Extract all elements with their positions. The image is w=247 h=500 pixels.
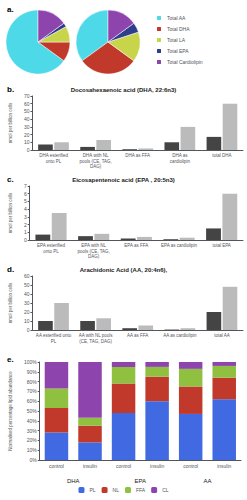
svg-text:AA with NL pools: AA with NL pools [79,333,114,338]
svg-text:70: 70 [24,93,30,99]
svg-text:6: 6 [24,191,27,197]
svg-text:total AA: total AA [214,333,230,338]
svg-text:60: 60 [24,273,30,279]
svg-text:DHA as FFA: DHA as FFA [125,153,150,158]
svg-text:total DHA: total DHA [212,153,231,158]
svg-text:NL: NL [113,487,120,493]
svg-text:Total DHA: Total DHA [167,26,190,32]
svg-text:EPA esterified: EPA esterified [37,243,65,248]
svg-text:4: 4 [24,206,27,212]
svg-text:insulin: insulin [217,463,231,469]
svg-text:50: 50 [24,108,30,114]
svg-text:50%: 50% [27,408,38,414]
svg-text:PL: PL [51,339,57,344]
svg-text:e.: e. [7,355,14,364]
svg-text:AA: AA [203,478,211,484]
svg-text:AA as FFA: AA as FFA [127,333,148,338]
svg-text:onto PL: onto PL [43,249,59,254]
svg-text:40%: 40% [27,418,38,424]
svg-text:cardiolipin: cardiolipin [170,159,191,164]
svg-text:2: 2 [24,222,27,228]
svg-text:Docosahexaenoic acid (DHA, 22:: Docosahexaenoic acid (DHA, 22:6n3) [71,87,177,93]
svg-text:50: 50 [24,282,30,288]
svg-text:100%: 100% [24,359,37,365]
svg-text:EPA with NL: EPA with NL [81,243,106,248]
svg-text:10: 10 [24,318,30,324]
svg-text:DAG): DAG) [90,164,102,169]
svg-text:nmol per billion cells: nmol per billion cells [8,102,13,143]
svg-text:70%: 70% [27,388,38,394]
svg-text:nmol per billion cells: nmol per billion cells [8,282,13,323]
svg-text:insulin: insulin [83,463,97,469]
svg-text:PL: PL [89,487,95,493]
svg-text:0%: 0% [29,457,37,463]
svg-text:90%: 90% [27,369,38,375]
svg-text:DHA with NL: DHA with NL [83,153,109,158]
svg-text:20%: 20% [27,437,38,443]
svg-text:AA esterified onto: AA esterified onto [36,333,72,338]
svg-text:10%: 10% [27,447,38,453]
svg-text:Total LA: Total LA [167,37,186,43]
svg-text:DHA: DHA [67,478,80,484]
svg-text:40: 40 [24,116,30,122]
svg-text:Total Cardiolipin: Total Cardiolipin [167,59,203,65]
svg-text:nmol per billion cells: nmol per billion cells [8,192,13,233]
svg-text:DAG): DAG) [88,254,100,259]
svg-text:b.: b. [7,85,14,94]
svg-text:40: 40 [24,291,30,297]
svg-text:0: 0 [27,147,30,153]
svg-text:0: 0 [24,237,27,243]
svg-text:control: control [116,463,131,469]
svg-text:60: 60 [24,101,30,107]
svg-text:Arachidonic Acid (AA, 20:4n6),: Arachidonic Acid (AA, 20:4n6), [80,267,168,273]
svg-text:a.: a. [7,5,14,14]
svg-text:Total EPA: Total EPA [167,48,189,54]
svg-text:onto PL: onto PL [46,159,62,164]
svg-text:0: 0 [27,327,30,333]
svg-text:1: 1 [24,229,27,235]
svg-text:DHA esterified: DHA esterified [39,153,68,158]
svg-text:control: control [183,463,198,469]
svg-text:insulin: insulin [150,463,164,469]
svg-text:EPA as cardiolipin: EPA as cardiolipin [161,243,197,248]
svg-text:Eicosapentenoic acid (EPA , 20: Eicosapentenoic acid (EPA , 20:5n3) [72,177,175,183]
svg-text:AA as cardiolipin: AA as cardiolipin [163,333,197,338]
svg-text:3: 3 [24,214,27,220]
svg-text:7: 7 [24,183,27,189]
svg-text:30%: 30% [27,428,38,434]
svg-text:80%: 80% [27,379,38,385]
svg-text:30: 30 [24,124,30,130]
svg-text:60%: 60% [27,398,38,404]
svg-text:10: 10 [24,139,30,145]
svg-text:EPA as FFA: EPA as FFA [124,243,148,248]
svg-text:EPA: EPA [135,478,147,484]
svg-text:d.: d. [7,265,14,274]
svg-text:(CE, TAG, DAG): (CE, TAG, DAG) [79,339,112,344]
svg-text:pools (CE, TAG,: pools (CE, TAG, [78,249,110,254]
svg-text:20: 20 [24,132,30,138]
svg-text:5: 5 [24,198,27,204]
svg-text:DHA as: DHA as [172,153,188,158]
svg-text:Normalised percentage lipid ab: Normalised percentage lipid abundance [8,371,13,451]
svg-text:pools (CE, TAG,: pools (CE, TAG, [79,159,111,164]
svg-text:total EPA: total EPA [212,243,230,248]
svg-text:c.: c. [7,175,14,184]
svg-text:30: 30 [24,300,30,306]
svg-text:FFA: FFA [136,487,146,493]
svg-text:Total AA: Total AA [167,15,186,21]
svg-text:control: control [49,463,64,469]
svg-text:20: 20 [24,309,30,315]
svg-text:CL: CL [162,487,169,493]
